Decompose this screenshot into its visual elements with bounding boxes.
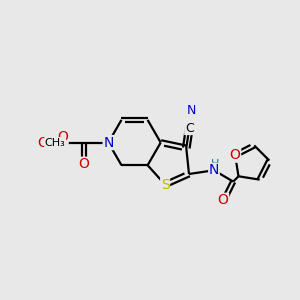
Text: N: N [187,104,196,117]
Text: H: H [211,159,220,169]
Text: O: O [57,130,68,144]
Text: S: S [161,178,170,192]
Text: O: O [218,193,229,207]
Text: C: C [185,122,194,134]
Text: N: N [209,163,219,177]
Text: O: O [37,136,48,150]
Text: O: O [79,157,89,171]
Text: N: N [103,136,114,150]
Text: CH₃: CH₃ [45,138,66,148]
Text: O: O [230,148,241,162]
